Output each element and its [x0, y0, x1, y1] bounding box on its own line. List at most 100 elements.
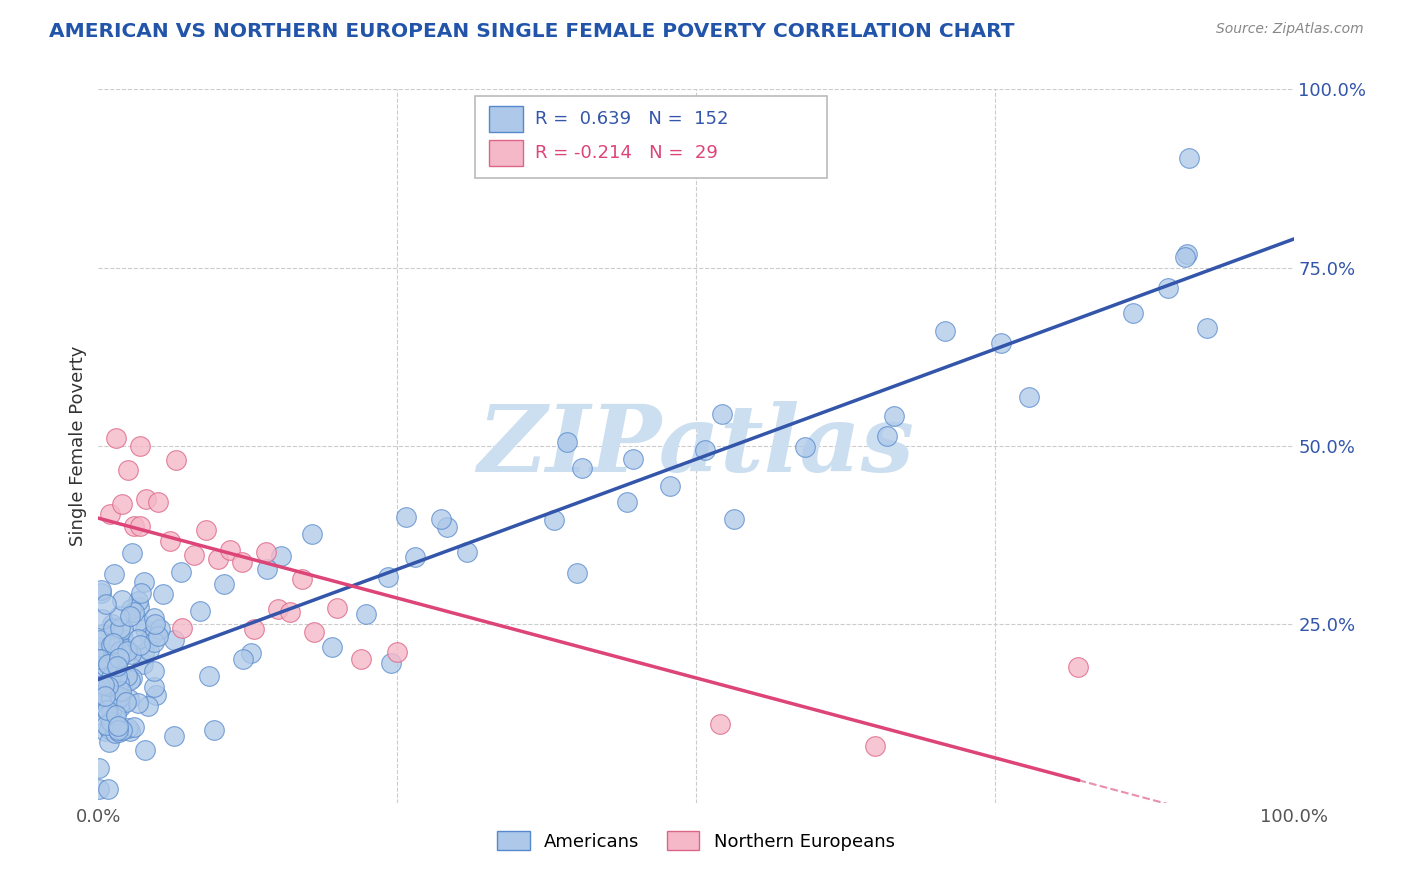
Point: [105, 708, 128, 723]
Point: [207, 552, 229, 566]
Point: [111, 649, 134, 664]
Point: [183, 548, 205, 562]
Point: [94, 718, 117, 732]
Point: [90, 586, 112, 600]
Point: [98, 507, 122, 521]
Point: [149, 622, 172, 636]
Point: [876, 429, 898, 443]
Point: [107, 691, 129, 706]
Point: [1156, 281, 1178, 295]
Point: [103, 566, 125, 581]
Point: [135, 491, 157, 506]
Point: [195, 523, 218, 537]
Point: [145, 688, 167, 702]
Point: [711, 407, 734, 421]
Point: [91, 626, 114, 640]
Point: [103, 681, 125, 695]
Point: [115, 641, 138, 656]
Point: [129, 439, 152, 453]
Point: [89, 687, 111, 701]
Point: [658, 478, 681, 492]
Point: [120, 647, 142, 661]
Point: [127, 614, 149, 628]
Point: [111, 632, 134, 647]
Point: [138, 643, 160, 657]
Point: [148, 495, 170, 509]
Point: [146, 629, 169, 643]
Point: [108, 676, 131, 690]
Point: [89, 652, 111, 666]
Point: [94, 695, 117, 709]
Point: [94, 690, 117, 704]
Point: [114, 695, 136, 709]
Point: [170, 566, 193, 580]
Point: [96, 703, 118, 717]
Point: [142, 611, 165, 625]
Point: [117, 721, 139, 735]
Point: [395, 509, 418, 524]
Point: [404, 549, 426, 564]
Text: Source: ZipAtlas.com: Source: ZipAtlas.com: [1216, 22, 1364, 37]
Point: [1197, 321, 1219, 335]
Point: [436, 520, 458, 534]
Point: [118, 692, 141, 706]
Point: [107, 719, 129, 733]
Point: [1122, 306, 1144, 320]
Point: [105, 431, 128, 445]
Point: [122, 720, 145, 734]
Point: [89, 632, 111, 647]
Point: [350, 652, 373, 666]
FancyBboxPatch shape: [475, 96, 827, 178]
Point: [103, 635, 125, 649]
Point: [134, 623, 156, 637]
Point: [127, 632, 149, 647]
Point: [105, 658, 128, 673]
Point: [108, 700, 131, 714]
Point: [165, 453, 187, 467]
Point: [723, 512, 745, 526]
Point: [91, 612, 114, 626]
Point: [239, 646, 262, 660]
Point: [115, 644, 138, 658]
Point: [100, 714, 122, 729]
Point: [128, 599, 150, 614]
Point: [990, 335, 1012, 350]
Point: [377, 570, 399, 584]
Legend: Americans, Northern Europeans: Americans, Northern Europeans: [491, 824, 901, 858]
Point: [101, 617, 124, 632]
Point: [623, 452, 645, 467]
Point: [143, 616, 166, 631]
Point: [97, 657, 120, 671]
Point: [108, 644, 131, 658]
Point: [108, 696, 131, 710]
Point: [118, 609, 141, 624]
Point: [107, 723, 129, 738]
Text: R = -0.214   N =  29: R = -0.214 N = 29: [534, 144, 717, 161]
Point: [94, 660, 117, 674]
Point: [212, 577, 235, 591]
Point: [571, 461, 593, 475]
Point: [98, 695, 121, 709]
Point: [101, 621, 124, 635]
Point: [89, 679, 111, 693]
Text: AMERICAN VS NORTHERN EUROPEAN SINGLE FEMALE POVERTY CORRELATION CHART: AMERICAN VS NORTHERN EUROPEAN SINGLE FEM…: [49, 22, 1015, 41]
Point: [267, 602, 290, 616]
Point: [1018, 390, 1040, 404]
Point: [883, 409, 905, 424]
Point: [132, 657, 155, 671]
Point: [117, 463, 139, 477]
Point: [110, 690, 132, 705]
Point: [302, 624, 325, 639]
Point: [555, 434, 578, 449]
Point: [709, 717, 731, 731]
Point: [232, 652, 254, 666]
Point: [301, 527, 323, 541]
Y-axis label: Single Female Poverty: Single Female Poverty: [69, 346, 87, 546]
Point: [202, 723, 225, 737]
Point: [380, 656, 402, 670]
Point: [127, 696, 149, 710]
Point: [385, 646, 409, 660]
Point: [103, 696, 125, 710]
Point: [90, 582, 112, 597]
Point: [97, 680, 120, 694]
